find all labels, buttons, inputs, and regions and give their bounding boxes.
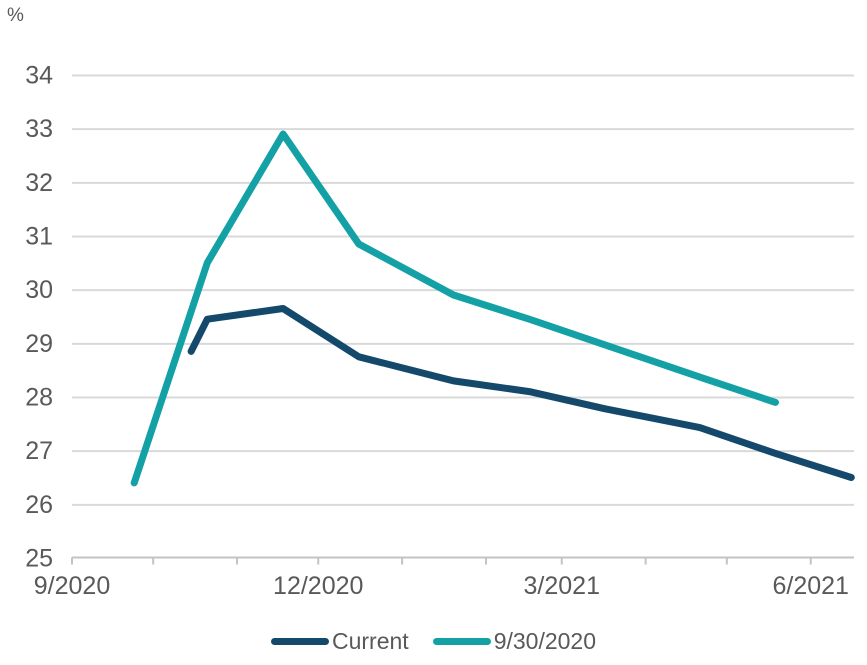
y-axis-tick-label: 27 (25, 437, 53, 465)
y-axis-tick-label: 32 (25, 169, 53, 197)
chart-legend: Current 9/30/2020 (0, 626, 867, 656)
y-axis-tick-label: 25 (25, 545, 53, 573)
x-axis-tick-label: 9/2020 (34, 572, 110, 600)
y-axis-tick-label: 30 (25, 276, 53, 304)
y-axis-tick-label: 26 (25, 491, 53, 519)
legend-item: 9/30/2020 (432, 627, 597, 654)
x-axis-tick-label: 12/2020 (273, 572, 363, 600)
legend-swatch (270, 637, 329, 645)
x-axis-tick-label: 6/2021 (772, 572, 848, 600)
legend-swatch (432, 637, 491, 645)
y-axis-tick-label: 28 (25, 384, 53, 412)
series-line-current (187, 305, 855, 481)
y-axis-tick-label: 33 (25, 115, 53, 143)
x-axis-tick-label: 3/2021 (524, 572, 600, 600)
y-axis-tick-label: 29 (25, 330, 53, 358)
y-axis-tick-label: 31 (25, 223, 53, 251)
y-axis-tick-label: 34 (25, 62, 53, 90)
series-line-9-30-2020 (130, 130, 779, 487)
y-axis-unit-label: % (7, 5, 24, 26)
legend-item: Current (270, 627, 409, 654)
legend-label: 9/30/2020 (493, 627, 597, 654)
legend-label: Current (331, 627, 409, 654)
